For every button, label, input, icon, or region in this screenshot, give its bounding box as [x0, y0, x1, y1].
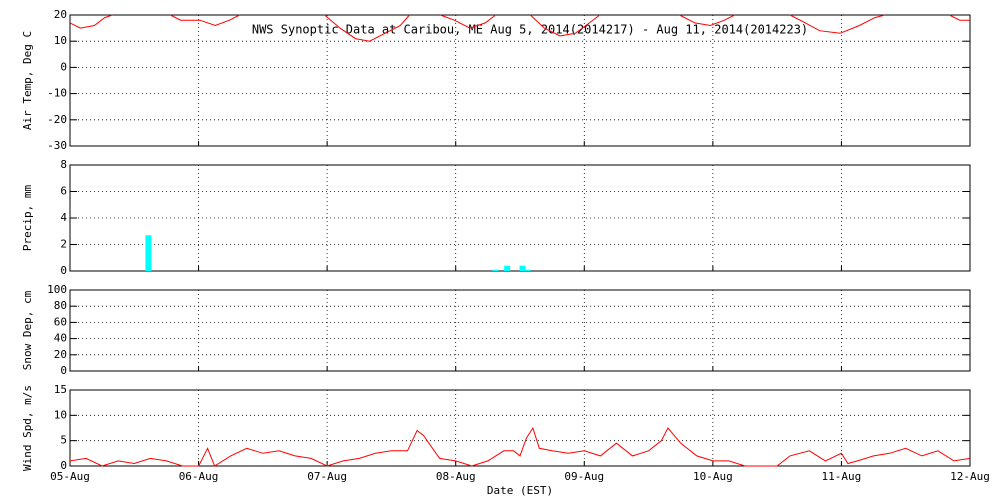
- bar: [519, 265, 526, 271]
- x-tick-label: 10-Aug: [693, 470, 733, 483]
- y-tick-label: 0: [60, 364, 67, 377]
- bar: [524, 269, 531, 271]
- data-line: [69, 426, 971, 467]
- y-tick-label: -10: [47, 87, 67, 100]
- plot-frame: [69, 389, 971, 467]
- x-axis-label: Date (EST): [487, 484, 553, 497]
- y-tick-label: 20: [54, 348, 67, 361]
- y-tick-label: 0: [60, 60, 67, 73]
- y-tick-label: 5: [60, 434, 67, 447]
- bar: [145, 235, 152, 271]
- bar: [504, 265, 511, 271]
- x-tick-label: 11-Aug: [822, 470, 862, 483]
- x-tick-label: 06-Aug: [179, 470, 219, 483]
- y-tick-label: 4: [60, 211, 67, 224]
- y-tick-label: 80: [54, 299, 67, 312]
- plot-frame: [69, 289, 971, 372]
- y-tick-label: 0: [60, 459, 67, 472]
- y-tick-label: -20: [47, 113, 67, 126]
- x-tick-label: 05-Aug: [50, 470, 90, 483]
- y-axis-label: Snow Dep, cm: [21, 290, 34, 370]
- y-tick-label: 60: [54, 315, 67, 328]
- y-tick-label: 100: [47, 283, 67, 296]
- x-tick-label: 08-Aug: [436, 470, 476, 483]
- y-axis-label: Air Temp, Deg C: [21, 31, 34, 130]
- y-axis-label: Precip, mm: [21, 185, 34, 252]
- y-axis-label: Wind Spd, m/s: [21, 385, 34, 471]
- bar: [492, 269, 499, 271]
- y-tick-label: 20: [54, 8, 67, 21]
- x-tick-label: 12-Aug: [950, 470, 990, 483]
- y-tick-label: 0: [60, 264, 67, 277]
- y-tick-label: -30: [47, 139, 67, 152]
- plot-frame: [69, 14, 971, 147]
- y-tick-label: 8: [60, 158, 67, 171]
- y-tick-label: 2: [60, 238, 67, 251]
- x-tick-label: 07-Aug: [307, 470, 347, 483]
- x-tick-label: 09-Aug: [564, 470, 604, 483]
- data-line: [69, 14, 970, 42]
- y-tick-label: 10: [54, 408, 67, 421]
- y-tick-label: 10: [54, 34, 67, 47]
- y-tick-label: 40: [54, 332, 67, 345]
- chart-title: NWS Synoptic Data at Caribou, ME Aug 5, …: [252, 23, 808, 37]
- y-tick-label: 15: [54, 383, 67, 396]
- y-tick-label: 6: [60, 185, 67, 198]
